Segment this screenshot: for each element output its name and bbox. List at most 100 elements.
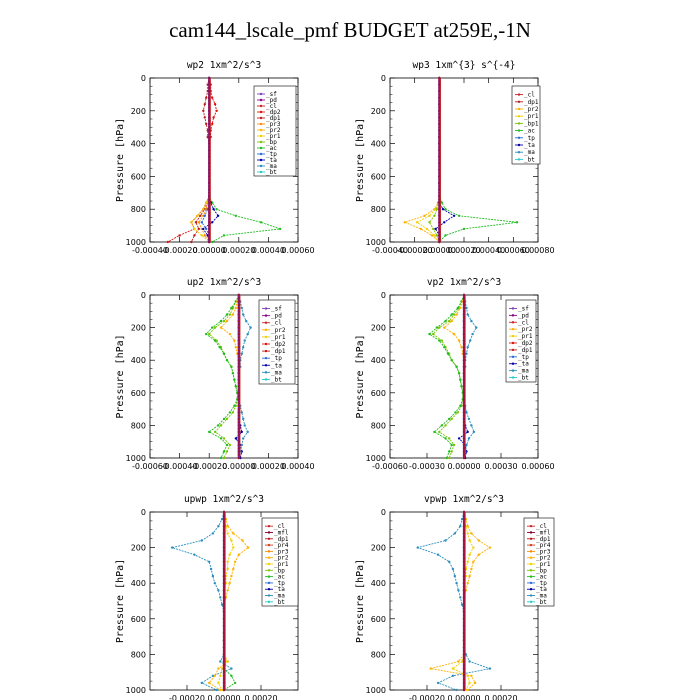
data-point-ma bbox=[220, 603, 224, 606]
zero-profile-point bbox=[462, 398, 466, 401]
data-point-bp bbox=[222, 456, 226, 460]
zero-profile-point bbox=[208, 175, 211, 178]
zero-profile-point bbox=[462, 372, 466, 375]
zero-profile-point bbox=[462, 617, 466, 620]
zero-profile-point bbox=[462, 567, 466, 571]
data-point-ma bbox=[455, 582, 458, 585]
zero-profile-point bbox=[237, 417, 240, 420]
legend-marker bbox=[529, 569, 533, 572]
zero-profile-point bbox=[462, 528, 466, 531]
zero-profile-point bbox=[222, 624, 226, 628]
y-tick-label: 0 bbox=[381, 74, 386, 83]
legend-marker bbox=[267, 556, 271, 559]
x-tick-label: 0.00020 bbox=[222, 246, 255, 255]
legend-entry: _cl bbox=[536, 523, 547, 530]
zero-profile-point bbox=[208, 119, 211, 122]
panel-title: up2 1xm^2/s^3 bbox=[187, 277, 261, 288]
legend-entry: _bp bbox=[536, 567, 547, 574]
legend-marker bbox=[529, 575, 533, 578]
zero-profile-point bbox=[222, 667, 226, 670]
legend-entry: _tp bbox=[518, 354, 529, 361]
zero-profile-point bbox=[462, 378, 466, 381]
zero-profile-point bbox=[222, 607, 226, 610]
zero-profile-point bbox=[222, 635, 226, 638]
legend-marker bbox=[511, 362, 515, 365]
zero-profile-point bbox=[208, 237, 211, 240]
data-point-pr2 bbox=[473, 681, 477, 685]
zero-profile-point bbox=[208, 126, 211, 129]
zero-profile-point bbox=[462, 521, 466, 524]
data-point-ac bbox=[444, 208, 447, 211]
zero-profile-point bbox=[438, 90, 441, 93]
legend-marker bbox=[259, 110, 263, 114]
data-point-dp1 bbox=[199, 214, 202, 217]
zero-profile-point bbox=[222, 688, 226, 692]
data-point-pr2 bbox=[457, 660, 460, 663]
y-tick-label: 800 bbox=[371, 421, 386, 430]
data-point-pr1 bbox=[196, 214, 199, 217]
zero-profile-point bbox=[462, 532, 466, 535]
data-point-pr1 bbox=[219, 674, 222, 677]
data-point-pr2 bbox=[241, 539, 244, 542]
zero-profile-point bbox=[462, 352, 466, 355]
data-point-pr1 bbox=[232, 546, 235, 549]
zero-profile-point bbox=[222, 553, 226, 556]
zero-profile-point bbox=[438, 126, 441, 129]
zero-profile-point bbox=[208, 96, 211, 99]
zero-profile-point bbox=[438, 188, 441, 191]
zero-profile-point bbox=[438, 129, 441, 132]
data-point-bp bbox=[225, 450, 229, 453]
legend-entry: _tp bbox=[524, 135, 535, 142]
zero-profile-point bbox=[438, 119, 441, 122]
legend-entry: _sf bbox=[271, 306, 282, 313]
data-point-pr1 bbox=[468, 681, 471, 685]
legend-marker bbox=[517, 93, 521, 96]
zero-profile-point bbox=[237, 300, 240, 303]
zero-profile-point bbox=[462, 599, 466, 603]
data-point-ma bbox=[213, 582, 216, 585]
zero-profile-point bbox=[438, 217, 441, 221]
data-point-ac bbox=[231, 372, 235, 375]
zero-profile-point bbox=[438, 237, 441, 240]
zero-profile-point bbox=[222, 528, 226, 531]
zero-profile-point bbox=[438, 227, 441, 230]
zero-profile-point bbox=[222, 546, 226, 549]
data-point-bp bbox=[444, 424, 447, 427]
zero-profile-point bbox=[438, 168, 441, 171]
legend-marker bbox=[517, 158, 521, 161]
data-point-ac bbox=[433, 430, 436, 434]
legend-marker bbox=[517, 143, 521, 147]
legend-marker bbox=[529, 543, 533, 547]
zero-profile-point bbox=[208, 112, 211, 116]
x-tick-label: -0.00040 bbox=[132, 246, 168, 255]
data-point-bp bbox=[213, 326, 217, 329]
panel-title: upwp 1xm^2/s^3 bbox=[184, 494, 264, 505]
zero-profile-point bbox=[222, 649, 226, 652]
x-tick-label: 0.00000 bbox=[222, 462, 255, 471]
data-point-ac bbox=[440, 424, 443, 427]
data-point-ma bbox=[246, 332, 249, 336]
zero-profile-point bbox=[462, 685, 466, 688]
data-point-ma bbox=[242, 313, 245, 316]
legend-marker bbox=[529, 581, 533, 585]
data-point-ac bbox=[460, 385, 463, 388]
zero-profile-point bbox=[237, 385, 240, 388]
data-point-pr2 bbox=[232, 567, 235, 571]
data-point-ta bbox=[466, 430, 469, 434]
zero-profile-point bbox=[237, 319, 240, 323]
zero-profile-point bbox=[462, 323, 466, 326]
data-point-tp bbox=[205, 227, 208, 231]
data-point-ma bbox=[470, 319, 473, 323]
y-tick-label: 600 bbox=[131, 615, 146, 624]
legend-entry: _sf bbox=[266, 91, 277, 98]
zero-profile-point bbox=[208, 194, 211, 198]
zero-profile-point bbox=[462, 574, 466, 578]
data-point-ac bbox=[462, 227, 466, 231]
data-point-ac bbox=[446, 352, 450, 355]
x-tick-label: 0.00000 bbox=[193, 246, 226, 255]
zero-profile-point bbox=[237, 434, 240, 437]
series-line-pr2 bbox=[403, 78, 440, 243]
legend-marker bbox=[264, 349, 268, 353]
zero-profile-point bbox=[222, 560, 226, 563]
zero-profile-point bbox=[222, 535, 226, 539]
